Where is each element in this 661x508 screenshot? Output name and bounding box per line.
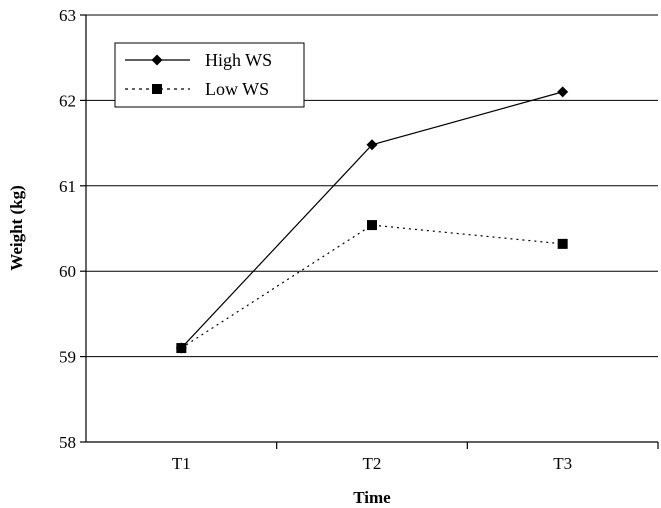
series-layer <box>175 86 569 354</box>
legend-box <box>114 42 305 108</box>
y-axis-title: Weight (kg) <box>7 185 26 270</box>
x-tick-label-T3: T3 <box>553 454 572 473</box>
legend-label: High WS <box>205 50 272 70</box>
y-tick-label: 60 <box>59 262 76 281</box>
series-low-ws <box>176 220 568 354</box>
legend-marker-diamond <box>151 54 163 66</box>
y-tick-label: 63 <box>59 6 76 25</box>
y-tick-label: 58 <box>59 433 76 452</box>
data-point-T3 <box>557 86 569 98</box>
data-point-T2 <box>366 139 378 151</box>
x-axis-title: Time <box>353 488 391 507</box>
series-line <box>181 224 563 349</box>
legend-label: Low WS <box>205 79 269 99</box>
x-tick-label-T2: T2 <box>363 454 382 473</box>
y-tick-label: 61 <box>59 177 76 196</box>
data-point-T1 <box>176 343 187 354</box>
plot-area <box>85 15 658 443</box>
data-point-T3 <box>557 238 568 249</box>
y-tick-label: 62 <box>59 91 76 110</box>
x-tick-label-T1: T1 <box>172 454 191 473</box>
legend-marker-square <box>152 84 162 94</box>
series-high-ws <box>175 86 569 354</box>
x-ticks: T1 T2 T3 <box>172 442 659 473</box>
y-ticks: 58 59 60 61 62 63 <box>59 6 86 452</box>
series-line <box>180 91 563 349</box>
y-tick-label: 59 <box>59 348 76 367</box>
data-point-T2 <box>367 220 377 231</box>
legend: High WS Low WS <box>114 42 305 108</box>
